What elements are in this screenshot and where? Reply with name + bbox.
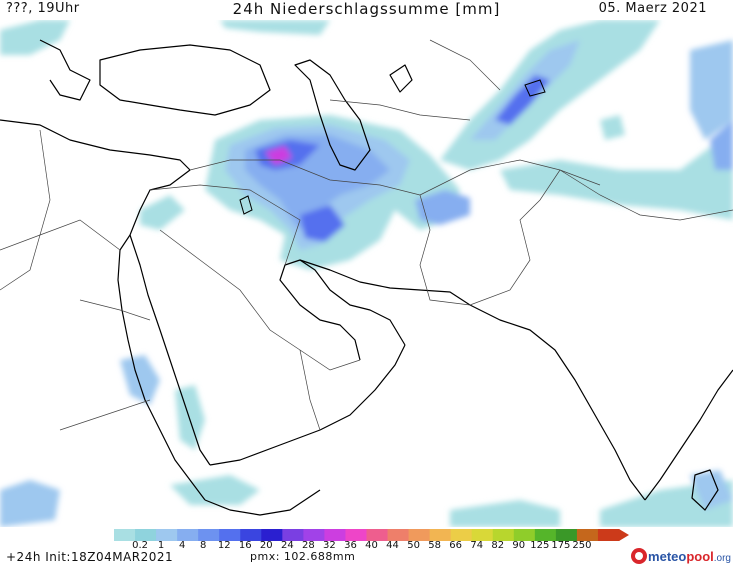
scale-bin: [471, 529, 494, 541]
scale-tick-label: 28: [302, 540, 315, 551]
coastlines: [0, 39, 733, 516]
scale-tick-label: 4: [178, 540, 186, 551]
scale-bin: [534, 529, 557, 541]
scale-bin: [282, 529, 304, 541]
scale-bin: [576, 529, 599, 541]
scale-tick-label: 74: [470, 540, 484, 551]
scale-bin: [555, 529, 578, 541]
scale-tick-label: 125: [530, 540, 550, 551]
precipitation-field: [0, 20, 733, 527]
scale-tick-label: 90: [512, 540, 526, 551]
scale-bin: [387, 529, 410, 541]
scale-tick-label: 58: [428, 540, 441, 551]
scale-bin: [240, 529, 262, 541]
lakes: [239, 79, 546, 215]
init-label: +24h Init:18Z04MAR2021: [6, 550, 174, 564]
scale-tick-label: 24: [280, 540, 294, 551]
scale-bin: [450, 529, 473, 541]
scale-tick-labels: 0.2 1 4 8 12 16 20 24 28 32 36 40 44 50 58 66 74 82 90 125 1…: [114, 540, 629, 552]
header-bar: ???, 19Uhr 24h Niederschlagssumme [mm] 0…: [0, 0, 733, 20]
valid-time-label: ???, 19Uhr: [6, 1, 80, 16]
scale-bin: [261, 529, 283, 541]
scale-bin: [597, 529, 620, 541]
scale-bin: [345, 529, 367, 541]
logo-icon: [631, 548, 648, 564]
scale-bin: [408, 529, 431, 541]
scale-tick-label: 1: [157, 540, 165, 551]
scale-tick-label: 20: [259, 540, 273, 551]
country-borders: [0, 39, 733, 431]
scale-tick-label: 82: [491, 540, 505, 551]
scale-tick-label: 36: [344, 540, 357, 551]
scale-tick-label: 40: [365, 540, 378, 551]
scale-bin: [177, 529, 199, 541]
scale-bin: [156, 529, 178, 541]
color-scale-bar: [114, 529, 629, 541]
scale-bin: [513, 529, 536, 541]
scale-tick-label: 44: [386, 540, 399, 551]
scale-bin: [135, 529, 157, 541]
scale-bin: [492, 529, 515, 541]
date-label: 05. Maerz 2021: [598, 1, 707, 16]
max-precip-label: pmx: 102.688mm: [250, 550, 356, 563]
scale-tick-label: 12: [217, 540, 231, 551]
scale-tick-label: 8: [199, 540, 207, 551]
precipitation-map: [0, 20, 733, 527]
scale-bin: [303, 529, 325, 541]
scale-tick-label: 16: [238, 540, 252, 551]
scale-tick-label: 32: [323, 540, 336, 551]
scale-bin: [198, 529, 220, 541]
scale-tick-label: 250: [572, 540, 592, 551]
scale-bin: [324, 529, 346, 541]
meteopool-logo[interactable]: meteopool.org: [630, 547, 731, 565]
scale-tick-label: 66: [449, 540, 463, 551]
scale-bin: [114, 529, 136, 541]
scale-bin: [366, 529, 389, 541]
logo-text: meteopool.org: [648, 548, 731, 564]
map-title: 24h Niederschlagssumme [mm]: [232, 0, 501, 18]
scale-bin: [219, 529, 241, 541]
scale-tick-label: 50: [407, 540, 420, 551]
scale-bin: [429, 529, 452, 541]
scale-tick-label: 175: [551, 540, 571, 551]
scale-tick-label: 0.2: [132, 540, 148, 551]
